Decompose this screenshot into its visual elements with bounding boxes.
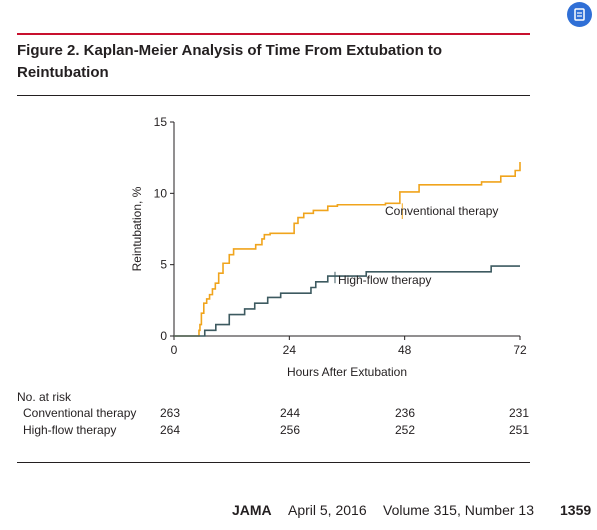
series-label-conventional: Conventional therapy bbox=[385, 204, 498, 218]
y-axis-label: Reintubation, % bbox=[130, 186, 144, 271]
y-ticks: 0 5 10 15 bbox=[154, 115, 174, 343]
footer-journal: JAMA bbox=[232, 502, 272, 518]
y-tick-label: 15 bbox=[154, 115, 168, 129]
series-label-high-flow: High-flow therapy bbox=[338, 273, 431, 287]
km-chart: 0 5 10 15 0 24 48 72 Hours After Extubation Re… bbox=[130, 115, 527, 379]
risk-row-label-high-flow: High-flow therapy bbox=[23, 423, 117, 437]
risk-value: 263 bbox=[160, 406, 181, 420]
y-tick-label: 10 bbox=[154, 186, 168, 200]
x-tick-label: 24 bbox=[283, 343, 297, 357]
risk-value: 251 bbox=[509, 423, 530, 437]
title-divider bbox=[17, 95, 530, 96]
document-glyph-icon bbox=[573, 7, 585, 21]
series-group bbox=[174, 161, 521, 337]
x-axis-label: Hours After Extubation bbox=[287, 365, 407, 379]
series-line-high-flow bbox=[174, 265, 520, 337]
footer-date: April 5, 2016 bbox=[288, 502, 367, 518]
risk-value: 244 bbox=[280, 406, 301, 420]
risk-table-title: No. at risk bbox=[17, 390, 72, 404]
footer-page: 1359 bbox=[560, 502, 592, 518]
chart-axes bbox=[173, 122, 520, 337]
y-tick-label: 5 bbox=[160, 258, 167, 272]
x-tick-label: 0 bbox=[171, 343, 178, 357]
risk-value: 236 bbox=[395, 406, 416, 420]
footer-volume: Volume 315, Number 13 bbox=[383, 502, 534, 518]
x-ticks: 0 24 48 72 bbox=[171, 336, 527, 357]
top-accent-rule bbox=[17, 33, 530, 35]
risk-value: 264 bbox=[160, 423, 181, 437]
bottom-divider bbox=[17, 462, 530, 463]
y-tick-label: 0 bbox=[160, 329, 167, 343]
risk-value: 231 bbox=[509, 406, 530, 420]
document-icon[interactable] bbox=[567, 2, 592, 27]
figure-title: Figure 2. Kaplan-Meier Analysis of Time … bbox=[17, 42, 443, 81]
x-tick-label: 72 bbox=[513, 343, 527, 357]
x-tick-label: 48 bbox=[398, 343, 412, 357]
risk-value: 252 bbox=[395, 423, 416, 437]
risk-row-label-conventional: Conventional therapy bbox=[23, 406, 137, 420]
risk-value: 256 bbox=[280, 423, 301, 437]
series-line-conventional bbox=[174, 161, 521, 337]
